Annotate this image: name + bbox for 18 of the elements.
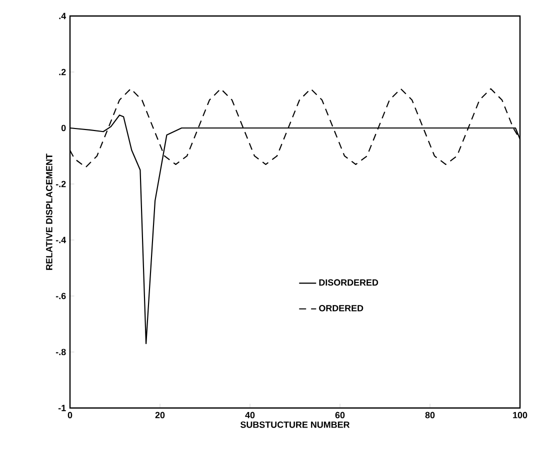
legend-label: ORDERED [319, 304, 364, 312]
y-tick-label: -1 [58, 404, 66, 412]
y-tick-label: -.6 [56, 292, 66, 300]
y-tick-label: .2 [59, 68, 66, 76]
y-axis-title: RELATIVE DISPLACEMENT [46, 154, 52, 270]
x-tick-label: 20 [155, 412, 165, 418]
y-tick-label: 0 [61, 124, 66, 132]
y-tick-label: .4 [59, 12, 66, 20]
legend-label: DISORDERED [319, 279, 378, 286]
x-tick-label: 0 [68, 412, 72, 418]
x-axis-title: SUBSTUCTURE NUMBER [240, 422, 350, 428]
y-tick-label: -.4 [56, 236, 66, 244]
x-tick-label: 60 [335, 412, 345, 418]
y-tick-label: -.2 [56, 180, 66, 188]
x-tick-label: 100 [513, 412, 528, 418]
y-tick-label: -.8 [56, 348, 66, 356]
x-tick-label: 80 [425, 412, 435, 418]
x-tick-label: 40 [245, 412, 255, 418]
